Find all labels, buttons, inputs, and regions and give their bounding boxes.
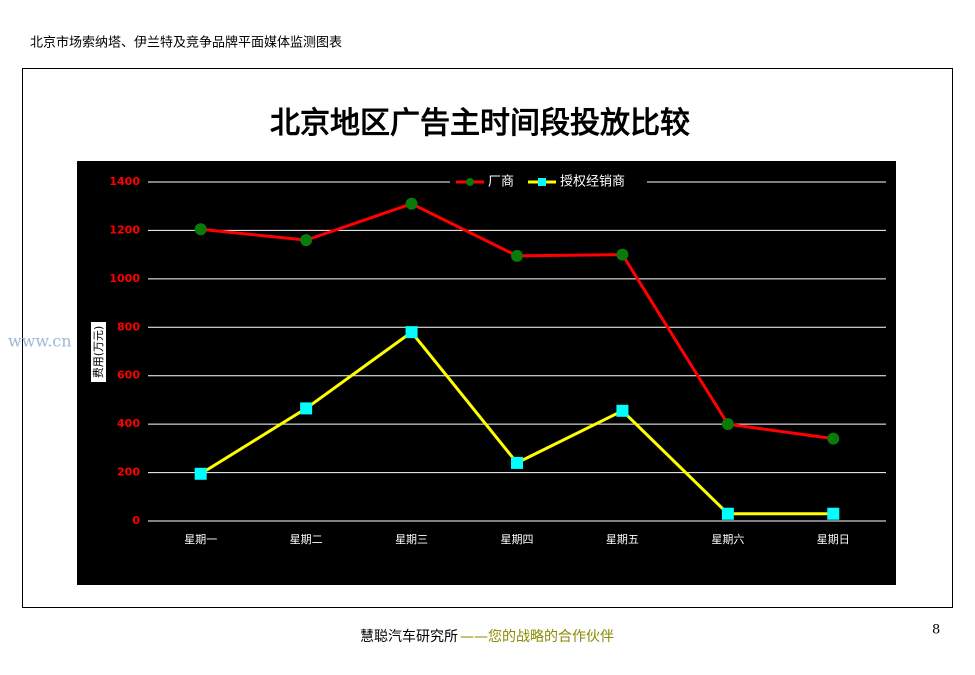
y-tick-label: 400 bbox=[117, 417, 140, 430]
x-tick-label: 星期六 bbox=[711, 533, 744, 546]
frame bbox=[22, 68, 953, 608]
y-tick-label: 1000 bbox=[109, 272, 140, 285]
legend-label: 厂商 bbox=[488, 175, 514, 190]
header: 北京市场索纳塔、伊兰特及竞争品牌平面媒体监测图表 bbox=[30, 35, 342, 51]
marker bbox=[721, 418, 734, 431]
legend-marker bbox=[466, 178, 474, 186]
y-tick-label: 200 bbox=[117, 466, 140, 479]
y-axis-label: 费用(万元) bbox=[92, 326, 105, 379]
marker bbox=[721, 507, 734, 520]
marker bbox=[194, 467, 207, 480]
marker bbox=[827, 507, 840, 520]
y-tick-label: 600 bbox=[117, 369, 140, 382]
legend-label: 授权经销商 bbox=[560, 174, 625, 190]
x-tick-label: 星期二 bbox=[290, 533, 323, 546]
x-tick-label: 星期五 bbox=[606, 533, 639, 546]
marker bbox=[616, 404, 629, 417]
footer-org: 慧聪汽车研究所 bbox=[360, 628, 458, 645]
marker bbox=[511, 249, 523, 262]
marker bbox=[405, 326, 418, 339]
y-tick-label: 800 bbox=[117, 320, 140, 333]
marker bbox=[405, 197, 418, 210]
y-label-box bbox=[91, 322, 106, 382]
watermark: www.cn bbox=[8, 332, 72, 351]
marker bbox=[300, 234, 313, 247]
legend-marker bbox=[538, 178, 547, 186]
marker bbox=[194, 223, 207, 236]
marker bbox=[827, 432, 840, 445]
y-tick-label: 1200 bbox=[109, 223, 140, 236]
marker bbox=[511, 456, 523, 469]
marker bbox=[300, 402, 313, 415]
y-tick-label: 0 bbox=[132, 514, 140, 527]
footer-slogan: ——您的战略的合作伙伴 bbox=[460, 628, 614, 645]
page-number: 8 bbox=[932, 623, 940, 638]
marker bbox=[616, 248, 629, 261]
x-tick-label: 星期四 bbox=[501, 533, 534, 546]
y-tick-label: 1400 bbox=[109, 175, 140, 188]
chart-title: 北京地区广告主时间段投放比较 bbox=[270, 106, 690, 141]
x-tick-label: 星期日 bbox=[817, 533, 850, 546]
x-tick-label: 星期一 bbox=[184, 533, 217, 546]
x-tick-label: 星期三 bbox=[395, 533, 428, 546]
